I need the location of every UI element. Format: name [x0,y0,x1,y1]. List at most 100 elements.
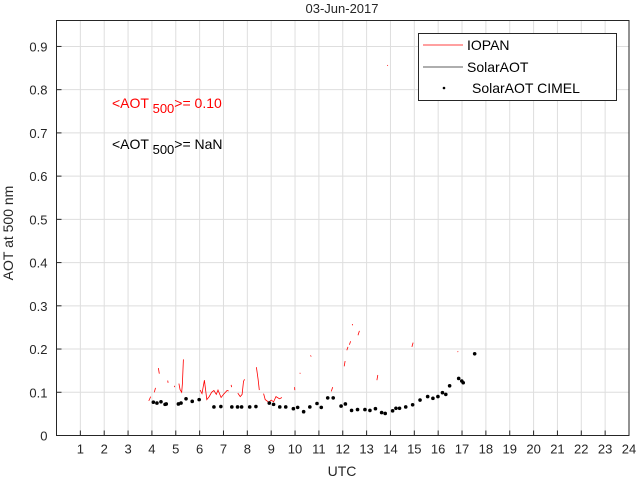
x-tick-label: 11 [312,442,326,457]
iopan-line-segment [343,361,346,367]
cimel-point [343,402,348,406]
cimel-point [418,398,422,402]
x-tick-label: 17 [455,442,469,457]
cimel-point [277,405,282,409]
iopan-line-segment [230,384,232,388]
iopan-line-segment [256,367,260,391]
iopan-line-segment [299,372,301,374]
cimel-point [219,404,223,409]
cimel-point [239,405,244,409]
y-tick-label: 0.7 [29,126,47,141]
x-tick-label: 1 [77,442,84,457]
cimel-point [447,383,452,388]
x-tick-label: 9 [268,442,275,457]
iopan-line-segment [153,387,156,393]
iopan-line-segment [237,379,245,398]
cimel-point [212,405,216,409]
x-tick-label: 2 [101,442,108,457]
legend-solaraot-label: SolarAOT [467,59,529,75]
x-tick-label: 8 [244,442,251,457]
x-tick-label: 7 [220,442,227,457]
cimel-point [319,405,324,410]
cimel-point [390,409,395,413]
x-tick-label: 24 [622,442,636,457]
iopan-line-segment [357,330,360,336]
iopan-line-segment [310,355,312,357]
y-tick-label: 0 [40,429,47,444]
x-tick-label: 19 [502,442,516,457]
cimel-point [436,394,440,399]
y-tick-label: 0.6 [29,169,47,184]
cimel-point [368,408,372,413]
cimel-point [271,402,276,407]
cimel-point [431,396,435,401]
chart-title: 03-Jun-2017 [306,1,379,16]
cimel-point [291,406,296,411]
cimel-point [190,399,195,404]
cimel-point [410,403,415,407]
x-tick-label: 12 [336,442,350,457]
x-tick-label: 18 [479,442,493,457]
x-tick-label: 23 [598,442,612,457]
cimel-point [379,410,384,415]
cimel-point [197,397,201,402]
x-tick-label: 5 [172,442,179,457]
cimel-point [397,406,402,411]
x-tick-label: 16 [431,442,445,457]
iopan-line-segment [178,359,184,394]
cimel-point [472,351,477,356]
cimel-series [151,351,477,416]
x-tick-label: 14 [383,442,397,457]
cimel-point [308,405,312,409]
annotation-mean-iopan: <AOT 500>= 0.10 [112,95,222,116]
x-tick-label: 15 [407,442,421,457]
x-tick-label: 4 [148,442,155,457]
cimel-point [159,399,163,404]
cimel-point [394,406,398,411]
iopan-line-segment [158,368,160,374]
cimel-point [184,396,188,401]
iopan-series [148,64,459,403]
cimel-point [267,401,272,405]
iopan-line-segment [376,374,379,381]
cimel-point [155,401,159,405]
cimel-point [283,405,288,409]
cimel-point [363,407,367,412]
iopan-line-segment [346,346,349,351]
cimel-point [301,409,306,414]
x-tick-label: 20 [526,442,540,457]
iopan-line-segment [173,385,176,388]
cimel-point [425,394,430,399]
cimel-point [230,405,234,409]
x-tick-label: 22 [574,442,588,457]
x-tick-label: 13 [359,442,373,457]
iopan-line-segment [411,342,414,348]
y-tick-label: 0.2 [29,342,47,357]
y-tick-label: 0.3 [29,299,47,314]
x-tick-label: 10 [288,442,302,457]
cimel-point [349,408,354,413]
iopan-line-segment [148,396,152,402]
cimel-point [315,401,319,406]
iopan-line-segment [330,386,334,392]
cimel-point [247,405,252,409]
iopan-line-segment [263,393,283,403]
cimel-point [440,390,445,395]
cimel-point [403,405,408,409]
cimel-point [456,376,461,381]
cimel-point [355,407,360,412]
x-axis: 1 2 3 4 5 6 7 8 9 10 11 12 13 14 15 16 17 18 19 20 21 22 23 24 [77,430,636,457]
cimel-point [444,392,448,397]
x-axis-label: UTC [328,463,357,479]
cimel-point [179,401,183,405]
cimel-point [339,404,343,408]
y-tick-label: 0.5 [29,212,47,227]
x-tick-label: 3 [124,442,131,457]
legend-cimel-dot [442,86,446,90]
y-tick-label: 0.8 [29,83,47,98]
cimel-point [164,402,169,406]
cimel-point [325,396,330,400]
y-axis: 0 0.1 0.2 0.3 0.4 0.5 0.6 0.7 0.8 0.9 [29,39,62,444]
cimel-point [461,380,466,385]
